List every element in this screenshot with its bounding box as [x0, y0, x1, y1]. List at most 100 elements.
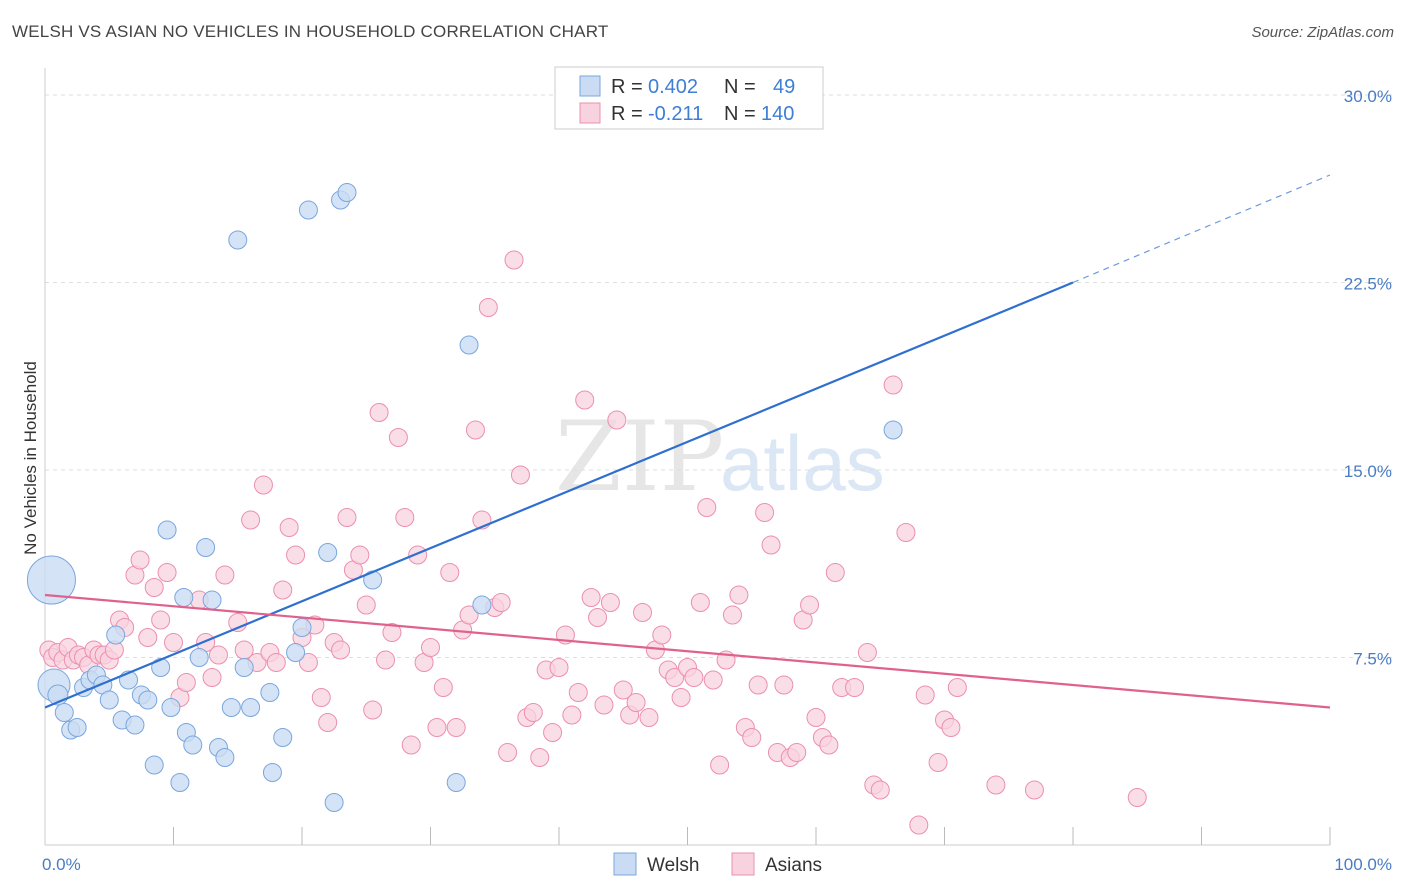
- asian-point-49: [350, 545, 370, 565]
- asian-point-84: [575, 390, 595, 410]
- asian-point-17: [130, 550, 150, 570]
- y-tick-label-3: 30.0%: [1344, 87, 1392, 106]
- trend-lines: [44, 174, 1331, 709]
- welsh-point-48: [883, 420, 903, 440]
- grid-lines: [45, 94, 1392, 658]
- asian-r-value: -0.211: [648, 103, 703, 125]
- welsh-point-38: [292, 618, 312, 637]
- asian-point-85: [581, 588, 601, 607]
- welsh-trend-line: [44, 281, 1074, 709]
- asian-point-18: [138, 628, 158, 647]
- asian-point-105: [710, 755, 730, 775]
- welsh-point-16: [138, 690, 158, 710]
- asian-point-89: [607, 410, 627, 430]
- welsh-point-47: [472, 595, 492, 615]
- asian-point-80: [549, 658, 569, 677]
- asian-point-37: [273, 580, 293, 600]
- asian-point-107: [722, 605, 742, 625]
- asian-point-135: [941, 718, 961, 737]
- welsh-n-value: 49: [773, 76, 795, 98]
- asian-point-39: [286, 545, 306, 565]
- x-tick-label-min: 0.0%: [42, 855, 81, 874]
- asian-point-24: [176, 673, 196, 692]
- asian-point-90: [613, 680, 633, 700]
- asian-point-94: [639, 708, 659, 727]
- welsh-point-46: [459, 335, 479, 355]
- welsh-point-21: [170, 773, 190, 792]
- welsh-point-37: [286, 643, 306, 662]
- asian-point-117: [787, 743, 807, 762]
- welsh-point-24: [183, 735, 203, 755]
- asian-point-47: [337, 508, 357, 527]
- asian-point-32: [241, 510, 261, 530]
- asian-point-50: [356, 595, 376, 615]
- asian-point-129: [883, 375, 903, 395]
- asian-point-62: [433, 678, 453, 697]
- welsh-point-11: [106, 625, 126, 645]
- welsh-point-0: [26, 555, 76, 605]
- asian-point-82: [562, 705, 582, 725]
- asian-swatch: [731, 852, 755, 876]
- asian-point-130: [896, 523, 916, 542]
- asian-point-56: [395, 508, 415, 527]
- welsh-legend-label: Welsh: [647, 855, 699, 876]
- asian-point-51: [363, 700, 383, 720]
- asian-point-83: [568, 683, 588, 702]
- welsh-point-31: [228, 230, 248, 250]
- asian-point-120: [806, 708, 826, 727]
- asian-point-99: [671, 688, 691, 707]
- asian-point-44: [318, 713, 338, 732]
- asian-point-43: [311, 688, 331, 707]
- asian-point-38: [279, 518, 299, 537]
- asian-point-76: [523, 703, 543, 722]
- asian-point-136: [947, 678, 967, 697]
- asian-point-86: [588, 608, 608, 627]
- asian-point-108: [729, 585, 749, 605]
- asian-point-63: [440, 563, 460, 582]
- welsh-point-40: [318, 543, 338, 562]
- asian-point-132: [915, 685, 935, 705]
- asian-point-71: [491, 593, 511, 612]
- asian-point-19: [144, 578, 164, 597]
- watermark-zip: ZIP: [555, 401, 724, 513]
- asian-point-98: [665, 668, 685, 687]
- asian-point-73: [504, 250, 524, 270]
- asian-point-112: [755, 503, 775, 522]
- welsh-point-17: [144, 755, 164, 775]
- asian-point-101: [684, 668, 704, 687]
- asian-point-139: [1127, 788, 1147, 807]
- asian-point-22: [164, 633, 183, 652]
- asian-point-52: [369, 403, 389, 422]
- welsh-point-34: [260, 683, 280, 702]
- asian-point-60: [421, 638, 440, 657]
- watermark: ZIP atlas: [555, 401, 885, 513]
- welsh-point-35: [262, 763, 282, 782]
- asian-r-label: R =: [611, 103, 643, 125]
- welsh-r-label: R =: [611, 76, 643, 98]
- asian-point-79: [543, 723, 563, 742]
- asian-point-96: [652, 625, 672, 645]
- welsh-point-39: [298, 200, 318, 220]
- asian-points: [39, 250, 1147, 835]
- y-tick-label-0: 7.5%: [1353, 650, 1392, 669]
- asian-point-54: [382, 623, 402, 642]
- welsh-r-value: 0.402: [648, 76, 698, 98]
- asian-point-88: [600, 593, 620, 612]
- welsh-point-10: [99, 690, 119, 710]
- source-label: Source: ZipAtlas.com: [1251, 24, 1394, 41]
- welsh-point-19: [157, 520, 177, 540]
- welsh-points: [26, 183, 903, 812]
- asian-point-92: [626, 693, 646, 712]
- asian-point-113: [761, 535, 781, 555]
- welsh-swatch: [613, 852, 637, 876]
- asian-point-138: [1024, 780, 1044, 800]
- asian-n-value: 140: [761, 103, 794, 125]
- asian-point-69: [478, 298, 498, 317]
- asian-point-21: [157, 563, 177, 582]
- asian-point-77: [530, 748, 550, 767]
- asian-point-131: [909, 815, 929, 835]
- asian-n-label: N =: [724, 103, 756, 125]
- asian-point-115: [774, 675, 794, 695]
- asian-point-119: [800, 595, 820, 615]
